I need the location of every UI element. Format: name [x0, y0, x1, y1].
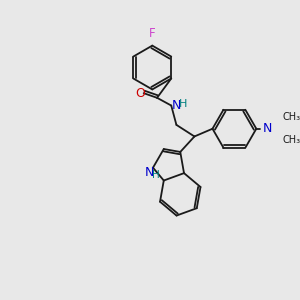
Text: H: H [179, 99, 188, 109]
Text: O: O [135, 87, 145, 100]
Text: N: N [172, 99, 182, 112]
Text: F: F [149, 27, 156, 40]
Text: CH₃: CH₃ [282, 112, 300, 122]
Text: N: N [263, 122, 272, 135]
Text: CH₃: CH₃ [282, 135, 300, 145]
Text: H: H [152, 170, 160, 180]
Text: N: N [145, 166, 154, 179]
